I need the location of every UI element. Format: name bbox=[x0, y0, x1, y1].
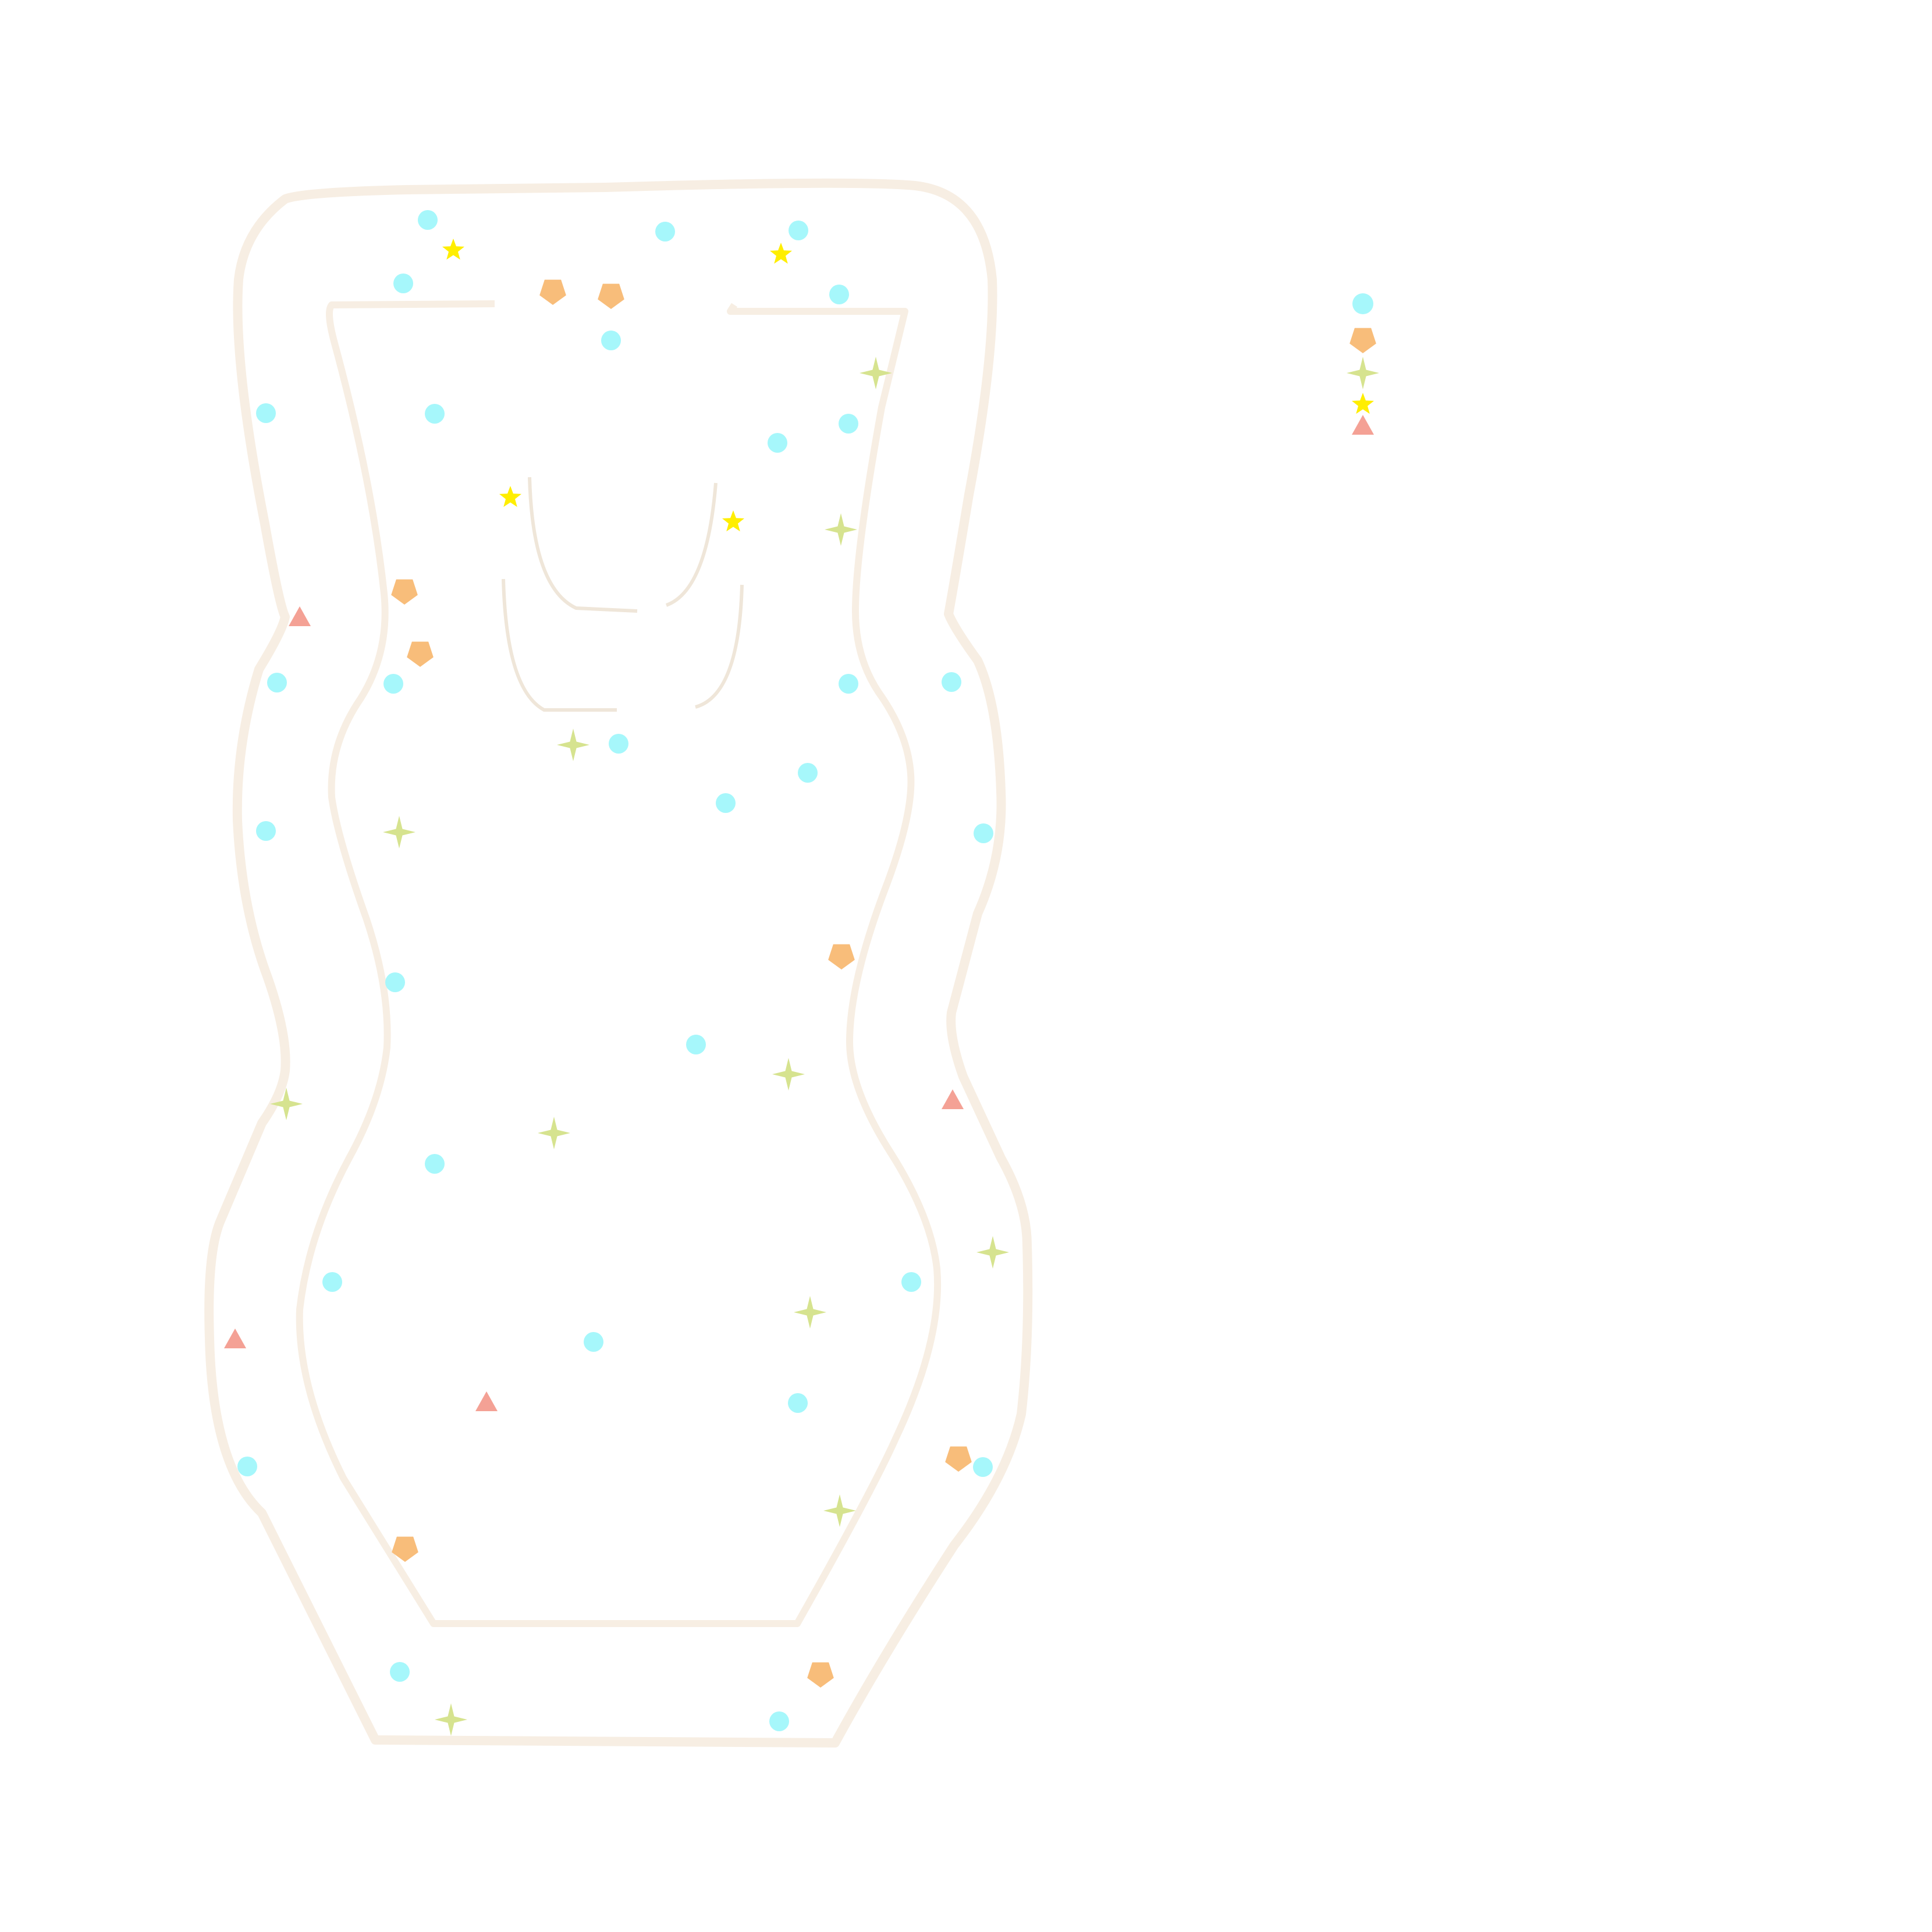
legend-circle-icon bbox=[1352, 293, 1373, 314]
circle-item bbox=[418, 210, 438, 230]
star-item bbox=[442, 239, 465, 260]
circle-item bbox=[584, 1332, 603, 1352]
upper-arc bbox=[528, 477, 718, 613]
circle-item bbox=[655, 222, 675, 242]
pentagon-item bbox=[391, 579, 418, 605]
pentagon-item bbox=[392, 1536, 418, 1562]
circle-item bbox=[768, 433, 787, 453]
pentagon-item bbox=[945, 1446, 972, 1472]
inner-track-outline bbox=[296, 300, 942, 1627]
circle-item bbox=[901, 1272, 921, 1292]
circle-item bbox=[609, 734, 628, 754]
sparkle-item bbox=[825, 513, 857, 546]
circle-item bbox=[385, 972, 405, 992]
triangle-item bbox=[289, 606, 311, 626]
circle-item bbox=[973, 1457, 993, 1477]
circle-item bbox=[322, 1272, 342, 1292]
lower-arc bbox=[502, 578, 744, 712]
sparkle-item bbox=[794, 1296, 826, 1329]
legend-pentagon-icon bbox=[1349, 328, 1376, 353]
sparkle-item bbox=[772, 1058, 805, 1091]
sparkle-item bbox=[860, 357, 892, 389]
collectibles-layer bbox=[224, 210, 1009, 1736]
sparkle-item bbox=[557, 729, 589, 761]
star-item bbox=[769, 243, 793, 264]
circle-item bbox=[237, 1457, 257, 1476]
triangle-item bbox=[475, 1391, 498, 1411]
outer-track-outline bbox=[204, 178, 1033, 1748]
sparkle-item bbox=[270, 1088, 303, 1120]
circle-item bbox=[839, 414, 858, 434]
circle-item bbox=[839, 674, 858, 694]
circle-item bbox=[686, 1035, 706, 1054]
sparkle-item bbox=[823, 1494, 856, 1527]
circle-item bbox=[256, 403, 276, 423]
circle-item bbox=[942, 672, 961, 692]
circle-item bbox=[601, 331, 621, 350]
circle-item bbox=[256, 821, 276, 841]
circle-item bbox=[798, 763, 818, 783]
sparkle-item bbox=[383, 816, 415, 848]
circle-item bbox=[789, 221, 808, 240]
legend-sparkle-icon bbox=[1347, 357, 1379, 389]
circle-item bbox=[788, 1393, 808, 1413]
circle-item bbox=[425, 1154, 445, 1174]
pentagon-item bbox=[598, 283, 624, 309]
legend bbox=[1347, 293, 1379, 435]
star-item bbox=[722, 510, 745, 532]
pentagon-item bbox=[807, 1662, 834, 1688]
sparkle-item bbox=[435, 1703, 467, 1736]
circle-item bbox=[390, 1662, 410, 1682]
star-item bbox=[499, 486, 522, 507]
circle-item bbox=[267, 673, 287, 692]
circle-item bbox=[829, 285, 849, 304]
circle-item bbox=[393, 274, 413, 293]
legend-triangle-icon bbox=[1352, 415, 1374, 435]
pentagon-item bbox=[828, 944, 855, 969]
circle-item bbox=[974, 823, 993, 843]
sparkle-item bbox=[976, 1236, 1009, 1269]
sparkle-item bbox=[538, 1117, 570, 1149]
circle-item bbox=[716, 793, 736, 813]
pentagon-item bbox=[539, 279, 566, 305]
circle-item bbox=[425, 404, 445, 424]
circle-item bbox=[383, 674, 403, 694]
legend-star-icon bbox=[1351, 393, 1375, 414]
pentagon-item bbox=[407, 641, 434, 667]
circle-item bbox=[769, 1711, 789, 1731]
triangle-item bbox=[942, 1089, 964, 1109]
triangle-item bbox=[224, 1329, 246, 1348]
